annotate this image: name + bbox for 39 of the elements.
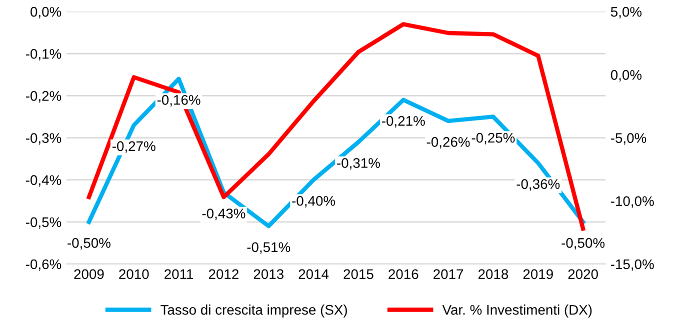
x-tick-label: 2019 (523, 269, 553, 280)
y-tick-label: -0,1% (26, 48, 62, 60)
data-label: -0,27% (112, 141, 156, 153)
y2-tick-label: -5,0% (610, 133, 646, 145)
data-label: -0,36% (516, 179, 560, 191)
y-tick-label: -0,3% (26, 133, 62, 145)
data-label: -0,40% (292, 196, 336, 208)
line-series (86, 22, 586, 231)
data-label: -0,51% (247, 242, 290, 254)
data-label: -0,50% (68, 238, 110, 250)
legend-label: Var. % Investimenti (DX) (442, 304, 592, 318)
data-label: -0,31% (337, 158, 380, 170)
y-tick-label: -0,5% (26, 217, 62, 229)
x-tick-label: 2014 (298, 269, 329, 280)
x-tick-label: 2016 (388, 269, 418, 280)
y-tick-label: -0,6% (26, 259, 62, 271)
y-tick-label: 0,0% (30, 6, 62, 18)
x-tick-label: 2018 (478, 269, 508, 280)
y2-tick-label: -10,0% (610, 196, 654, 208)
x-tick-label: 2012 (208, 269, 238, 280)
x-tick-label: 2009 (74, 269, 104, 280)
data-label: -0,21% (382, 116, 425, 128)
data-label: -0,16% (157, 94, 200, 106)
y2-tick-label: -15,0% (610, 259, 654, 271)
x-tick-label: 2017 (434, 269, 464, 280)
x-tick-label: 2011 (164, 269, 194, 280)
x-tick-label: 2020 (568, 269, 598, 280)
data-label: -0,25% (472, 132, 515, 144)
data-label: -0,43% (202, 208, 246, 220)
y-tick-label: -0,2% (26, 91, 62, 103)
data-label: -0,50% (562, 238, 605, 250)
y2-tick-label: 0,0% (610, 70, 642, 82)
y2-tick-label: 5,0% (610, 6, 642, 18)
x-tick-label: 2015 (344, 269, 374, 280)
x-tick-label: 2010 (119, 269, 149, 280)
x-tick-label: 2013 (254, 269, 284, 280)
data-label: -0,26% (426, 137, 470, 149)
y-tick-label: -0,4% (26, 175, 62, 187)
legend-label: Tasso di crescita imprese (SX) (160, 304, 347, 318)
